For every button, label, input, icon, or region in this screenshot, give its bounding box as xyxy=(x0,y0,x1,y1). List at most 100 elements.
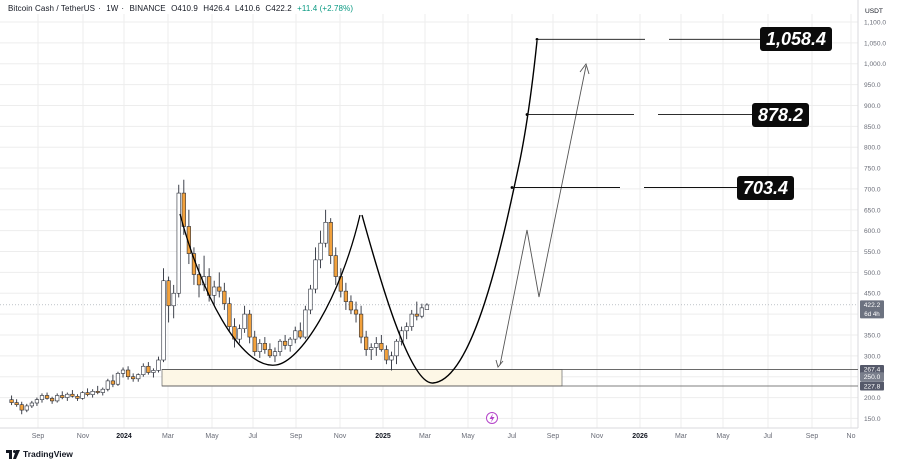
x-tick-label: May xyxy=(716,433,730,440)
x-tick-label: Sep xyxy=(806,433,819,440)
target-label-703: 703.4 xyxy=(737,175,795,200)
candle-up xyxy=(136,374,141,380)
candle-up xyxy=(55,395,60,402)
zone-top-tag-text: 267.4 xyxy=(864,367,881,374)
y-tick-label: 800.0 xyxy=(864,145,881,152)
candle-down xyxy=(353,309,359,315)
projection-arrowhead xyxy=(579,63,590,75)
candle-up xyxy=(424,304,430,310)
y-tick-label: 300.0 xyxy=(864,353,881,360)
high-value: H426.4 xyxy=(203,4,230,13)
candle-up xyxy=(161,280,166,361)
y-tick-label: 1,050.0 xyxy=(864,40,886,47)
x-tick-label: Nov xyxy=(334,433,347,440)
candle-up xyxy=(80,392,85,399)
zone-bottom-tag xyxy=(860,381,884,391)
zone-bottom-tag-text: 227.8 xyxy=(864,383,881,390)
symbol-header: Bitcoin Cash / TetherUS · 1W · BINANCE O41… xyxy=(8,4,354,13)
change-value: +11.4 (+2.78%) xyxy=(297,4,354,13)
candle-up xyxy=(394,340,399,357)
y-tick-label: 750.0 xyxy=(864,166,881,173)
support-zone xyxy=(161,369,563,387)
candle-down xyxy=(70,393,75,397)
x-tick-label: Nov xyxy=(77,433,90,440)
candle-up xyxy=(257,343,262,352)
x-tick-label: Sep xyxy=(290,433,303,440)
candle-up xyxy=(115,373,121,385)
x-tick-label: 2025 xyxy=(375,433,391,440)
x-tick-label: Sep xyxy=(32,433,45,440)
candle-up xyxy=(105,380,110,390)
candle-down xyxy=(166,280,171,307)
projection-tail-arrowhead xyxy=(495,359,504,368)
y-tick-label: 200.0 xyxy=(864,395,881,402)
x-tick-label: 2026 xyxy=(632,433,648,440)
candle-up xyxy=(34,399,40,404)
tradingview-logo-icon xyxy=(6,449,20,459)
candle-up xyxy=(272,351,278,357)
last-price-tag xyxy=(860,300,884,319)
x-tick-label: 2024 xyxy=(116,433,132,440)
y-tick-label: 600.0 xyxy=(864,228,881,235)
candle-down xyxy=(348,301,354,311)
candle-up xyxy=(242,313,247,330)
candle-down xyxy=(364,336,369,350)
candle-up xyxy=(24,405,29,411)
candle-down xyxy=(44,395,50,399)
candle-down xyxy=(95,391,100,393)
candle-down xyxy=(384,349,389,361)
candle-up xyxy=(100,388,105,393)
candle-up xyxy=(313,259,318,290)
candle-up xyxy=(318,242,323,261)
tradingview-brand[interactable]: TradingView xyxy=(6,449,73,459)
y-tick-label: 900.0 xyxy=(864,103,881,110)
last-price-tag-countdown: 6d 4h xyxy=(864,311,880,318)
candle-down xyxy=(283,340,288,346)
candle-up xyxy=(151,370,156,373)
currency-label: USDT xyxy=(865,8,883,15)
candle-up xyxy=(65,393,70,398)
candle-down xyxy=(14,402,19,405)
candle-down xyxy=(146,365,151,373)
y-tick-label: 950.0 xyxy=(864,82,881,89)
candle-down xyxy=(252,336,257,352)
lightning-bolt-icon xyxy=(489,413,495,423)
symbol-name[interactable]: Bitcoin Cash / TetherUS xyxy=(8,4,96,13)
candle-down xyxy=(9,399,14,403)
y-tick-label: 1,000.0 xyxy=(864,61,886,68)
candle-down xyxy=(196,274,202,286)
x-tick-label: Sep xyxy=(547,433,560,440)
candle-down xyxy=(125,369,131,378)
interval-label[interactable]: 1W xyxy=(106,4,119,13)
candle-down xyxy=(50,398,55,402)
y-tick-label: 500.0 xyxy=(864,270,881,277)
x-tick-label: May xyxy=(461,433,475,440)
low-value: L410.6 xyxy=(234,4,261,13)
exchange-label: BINANCE xyxy=(129,4,166,13)
zone-top-tag xyxy=(860,364,884,374)
candle-up xyxy=(419,307,424,317)
x-tick-label: Mar xyxy=(162,433,175,440)
candle-up xyxy=(212,286,217,296)
candle-up xyxy=(120,369,126,374)
candle-down xyxy=(333,255,338,277)
candle-down xyxy=(85,392,90,395)
x-tick-label: Jul xyxy=(249,433,258,440)
last-price-tag-text: 422.2 xyxy=(864,302,881,309)
y-tick-label: 850.0 xyxy=(864,124,881,131)
candle-up xyxy=(39,395,45,400)
y-tick-label: 650.0 xyxy=(864,207,881,214)
x-tick-label: Nov xyxy=(591,433,604,440)
x-tick-label: Mar xyxy=(675,433,688,440)
candle-down xyxy=(298,330,303,338)
candle-down xyxy=(379,343,384,350)
x-tick-label: Mar xyxy=(419,433,432,440)
candle-up xyxy=(141,365,146,375)
candle-up xyxy=(374,343,379,348)
candle-up xyxy=(288,338,293,346)
candle-up xyxy=(369,347,374,350)
candle-up xyxy=(293,330,298,340)
y-tick-label: 350.0 xyxy=(864,332,881,339)
candle-down xyxy=(414,313,419,317)
